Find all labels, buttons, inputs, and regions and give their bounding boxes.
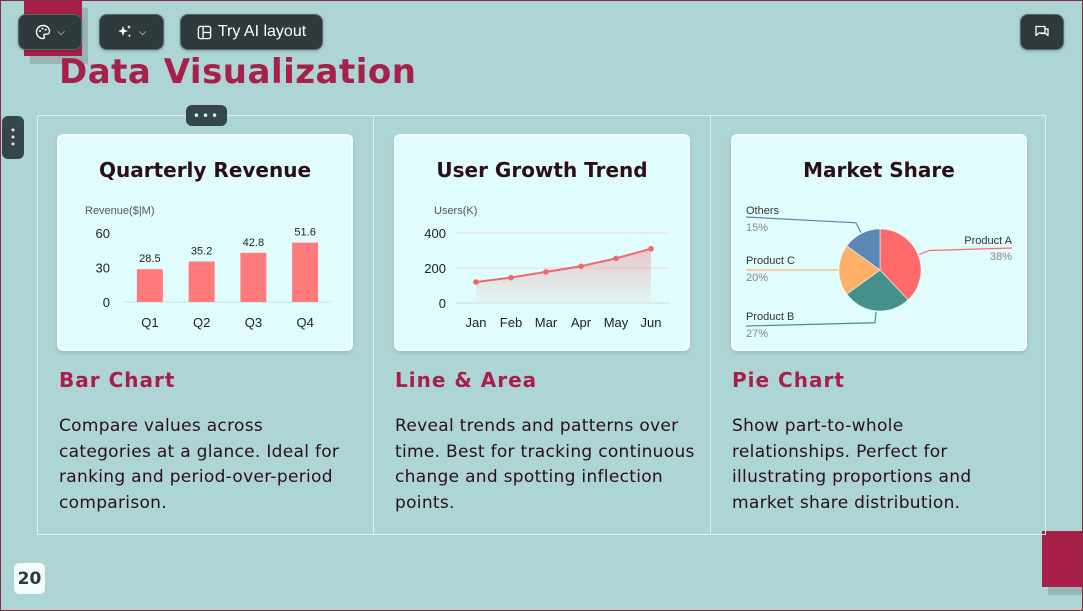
leader-line [745,311,877,327]
pie-chart-description[interactable]: Show part-to-whole relationships. Perfec… [732,416,972,513]
chart-title: User Growth Trend [436,158,648,182]
column-divider [373,115,374,535]
chart-title: Quarterly Revenue [98,158,312,182]
pie-chart-heading[interactable]: Pie Chart [732,368,845,392]
y-tick-label: 30 [96,261,110,276]
slice-product-c [838,245,881,295]
line-chart-card[interactable]: User Growth Trend Users(K) 0 200 400 Jan Feb M… [394,134,690,351]
line-area-heading[interactable]: Line & Area [395,368,538,392]
point-feb [508,274,514,281]
slice-name-label: Product C [746,255,795,267]
y-tick-label: 400 [424,226,446,241]
bar-chart: Revenue($|M) 0 30 60 28.5 Q1 35.2 Q2 42.8 Q3 51.6 Q… [85,205,331,330]
column-divider [710,115,711,535]
data-label: 42.8 [243,237,264,249]
decor-block-bottom-right [1042,531,1083,587]
y-tick-label: 60 [96,226,110,241]
slice-name-label: Product B [746,311,794,323]
block-side-handle[interactable]: • • • [2,116,24,159]
x-tick-label: Q4 [296,315,313,330]
bar-chart-description[interactable]: Compare values across categories at a gl… [59,416,340,513]
data-label: 51.6 [294,227,315,239]
pie-chart: Product A 38% Product B 27% Product C 20% Othe… [745,205,1013,340]
point-may [613,255,619,262]
slice-others [846,228,881,271]
bar-q3 [240,252,267,302]
x-tick-label: Jun [641,315,662,330]
slice-product-a [879,228,922,301]
x-tick-label: Q2 [193,315,210,330]
comment-button[interactable] [1020,14,1064,50]
sparkle-icon [117,25,131,38]
content-grid[interactable] [37,115,1046,535]
slide-title[interactable]: Data Visualization [59,52,417,92]
try-ai-layout-label: Try AI layout [217,23,307,40]
grid-drag-handle[interactable]: ••• [186,105,227,126]
page-number: 20 [14,563,45,594]
bar-q4 [292,242,319,302]
y-tick-label: 200 [424,261,446,276]
bar-q2 [188,261,215,302]
ai-menu-button[interactable]: ⌵ [99,14,164,50]
series-line [475,247,652,283]
theme-button[interactable]: ⌵ [18,14,82,50]
leader-line [918,247,1013,256]
y-tick-label: 0 [103,295,110,310]
bar-chart-card[interactable]: Quarterly Revenue Revenue($|M) 0 30 60 28.5 Q… [57,134,353,351]
x-tick-label: Q3 [245,315,262,330]
bar-q1 [136,269,163,302]
x-tick-label: Jan [466,315,487,330]
x-tick-label: Feb [500,315,522,330]
pie-chart-card[interactable]: Market Share Product A 38% Product B 27% Pro… [731,134,1027,351]
leader-line [745,216,862,233]
try-ai-layout-button[interactable]: Try AI layout [180,14,323,50]
x-tick-label: Mar [535,315,558,330]
chevron-down-icon: ⌵ [138,26,147,38]
slice-name-label: Others [746,205,780,217]
layout-icon [197,25,212,39]
slice-name-label: Product A [964,235,1012,247]
point-apr [578,263,584,270]
point-mar [543,269,549,275]
slice-percent-label: 38% [990,251,1012,263]
x-tick-label: Q1 [141,315,158,330]
line-chart: Users(K) 0 200 400 Jan Feb Mar Apr May Jun [424,205,670,330]
point-jan [473,279,479,285]
slice-product-b [846,269,909,312]
chart-title: Market Share [803,158,955,182]
y-axis-label: Revenue($|M) [85,205,155,217]
slice-percent-label: 27% [746,328,768,340]
slice-percent-label: 15% [746,222,768,234]
x-tick-label: Apr [571,315,592,330]
chevron-down-icon: ⌵ [57,26,65,38]
x-tick-label: May [604,315,629,330]
palette-icon [36,24,51,40]
y-axis-label: Users(K) [434,205,477,217]
data-label: 28.5 [139,253,160,265]
data-label: 35.2 [191,246,212,258]
comment-icon [1035,25,1049,37]
slice-percent-label: 20% [746,272,768,284]
line-area-description[interactable]: Reveal trends and patterns over time. Be… [395,416,695,513]
area-fill [476,248,651,303]
bar-chart-heading[interactable]: Bar Chart [59,368,176,392]
y-tick-label: 0 [439,296,446,311]
point-jun [648,245,654,252]
